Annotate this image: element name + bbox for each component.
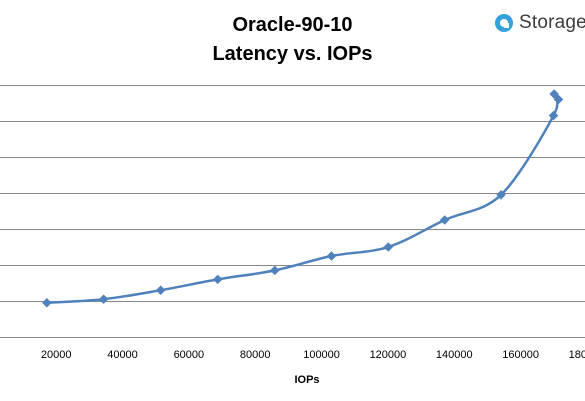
data-point-marker [549,89,560,99]
data-point-marker [98,294,109,305]
data-point-marker [326,251,337,261]
brand-logo-text: Storage [519,12,585,33]
data-point-marker [42,297,52,308]
x-tick-label: 40000 [107,349,138,361]
x-tick-label: 80000 [240,349,271,361]
gridlines [0,85,585,302]
x-tick-label: 120000 [370,349,407,361]
data-point-marker [439,215,450,225]
x-tick-label: 160000 [502,349,539,361]
data-point-marker [155,285,166,296]
x-tick-label: 140000 [436,349,473,361]
chart-subtitle: Latency vs. IOPs [212,43,373,65]
data-point-marker [553,94,564,105]
chart-title: Oracle-90-10 [232,14,353,36]
x-tick-label: 60000 [174,349,205,361]
data-point-marker [548,110,559,121]
data-point-marker [383,242,394,252]
data-point-marker [496,189,506,200]
data-point-marker [269,265,280,276]
series-layer [42,89,564,308]
data-point-marker [212,274,223,285]
storage-logo-icon [495,14,513,32]
x-tick-label: 100000 [303,349,340,361]
axes: 20000 40000 60000 80000 100000 120000 140000 16… [0,337,585,361]
x-axis-label: IOPs [294,374,319,386]
series-line [45,92,560,305]
x-tick-label: 180000 [569,349,585,361]
brand-logo: Storage [494,12,585,34]
x-tick-label: 20000 [41,349,72,361]
